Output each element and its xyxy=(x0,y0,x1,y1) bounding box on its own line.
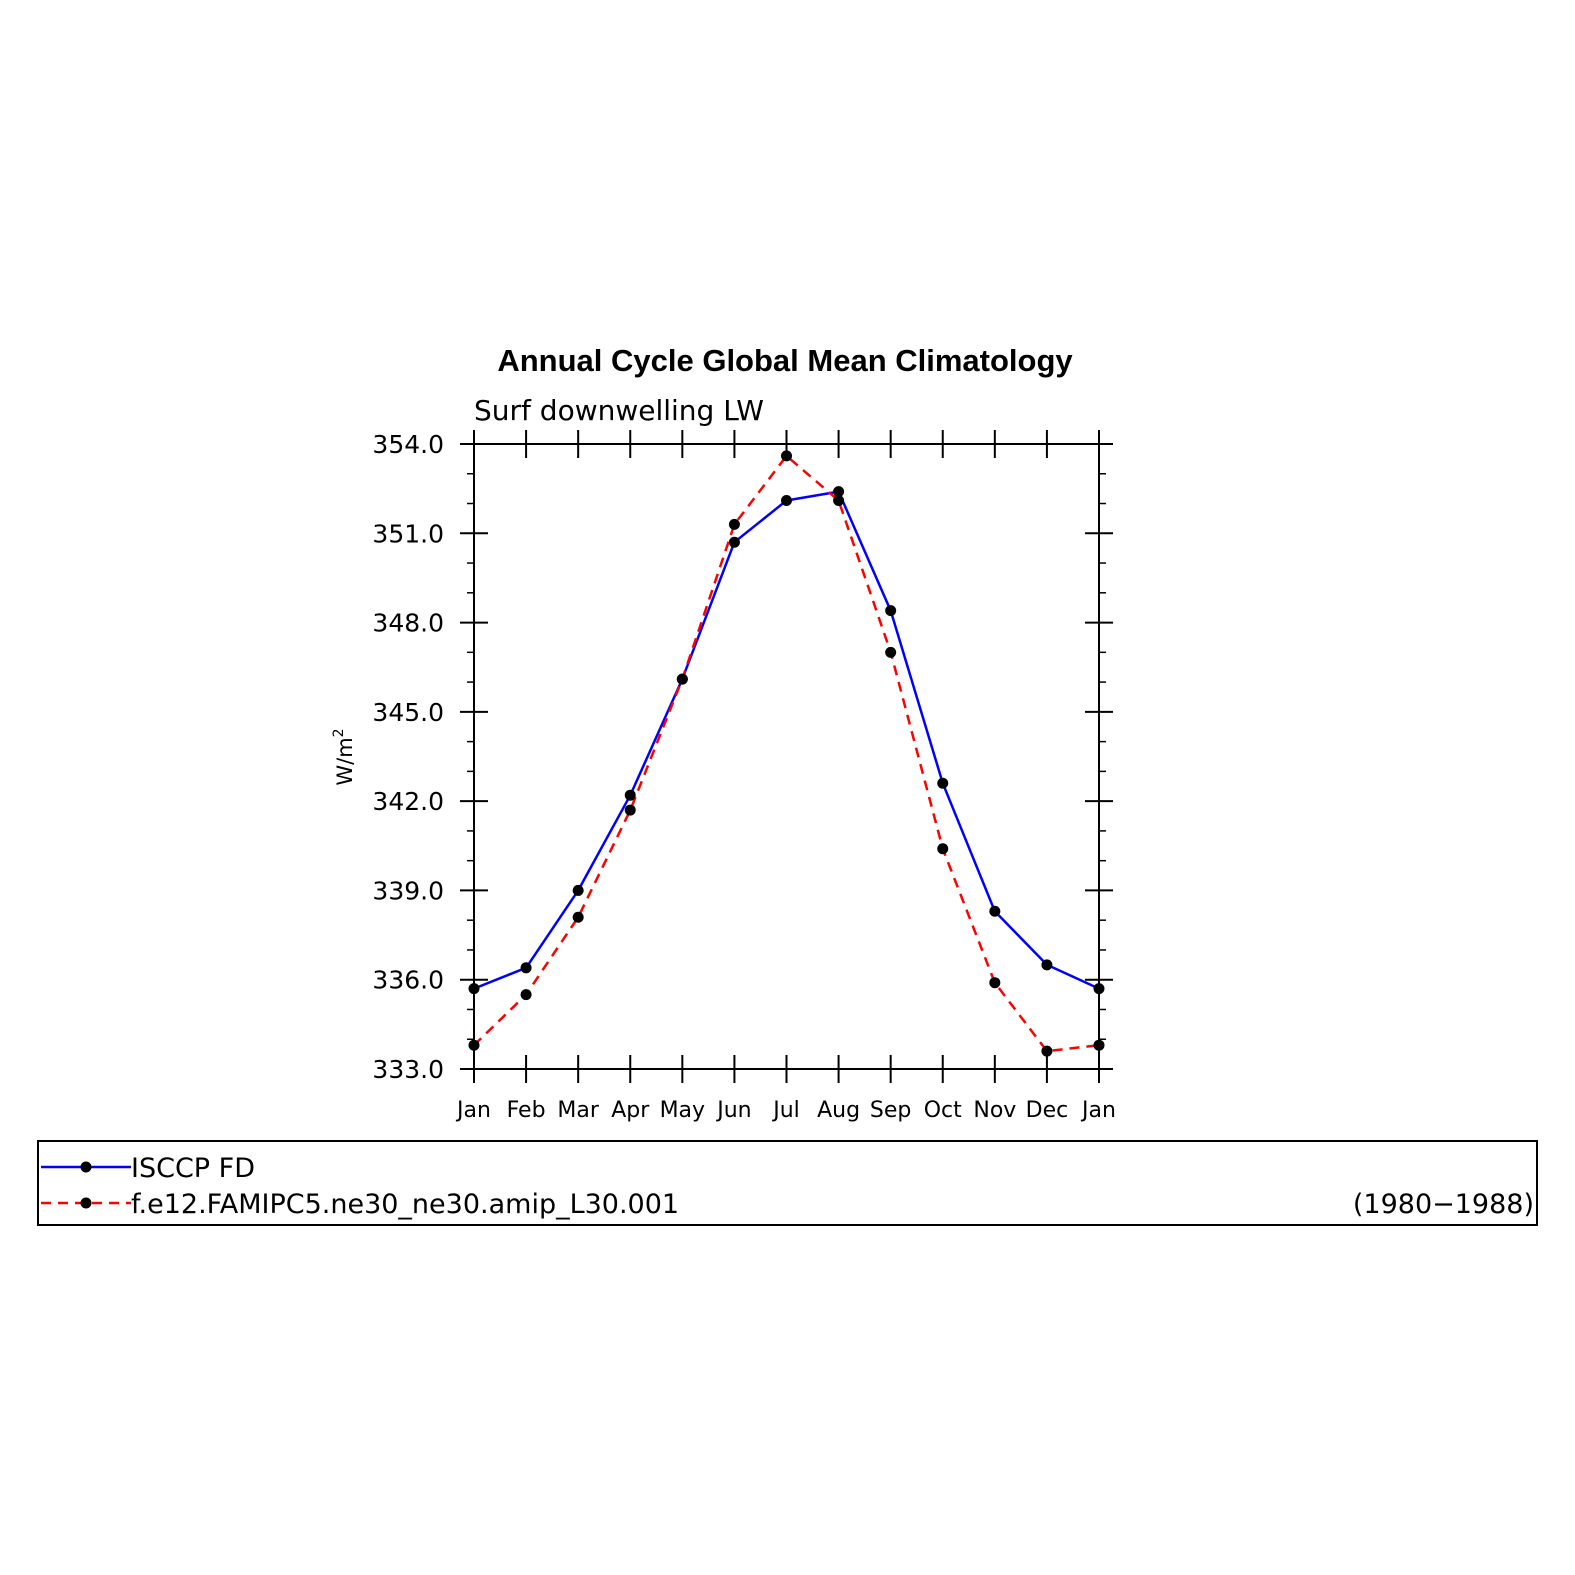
legend: ISCCP FD f.e12.FAMIPC5.ne30_ne30.amip_L3… xyxy=(37,1140,1538,1226)
data-point-series-0 xyxy=(572,884,584,896)
x-tick-label: Apr xyxy=(611,1098,650,1123)
plot-frame xyxy=(473,443,1100,1070)
data-point-series-1 xyxy=(885,646,897,658)
x-tick-label: Dec xyxy=(1026,1098,1069,1123)
data-point-series-1 xyxy=(1041,1045,1053,1057)
data-point-series-1 xyxy=(676,673,688,685)
x-tick-label: Nov xyxy=(973,1098,1016,1123)
x-tick-label: May xyxy=(660,1098,705,1123)
data-point-series-1 xyxy=(572,911,584,923)
data-point-series-1 xyxy=(1093,1039,1105,1051)
x-tick-label: Jun xyxy=(715,1098,751,1123)
data-point-series-1 xyxy=(833,495,845,507)
ticks-layer: 333.0 336.0 339.0 342.0 345.0 348.0 351.0 354.0… xyxy=(372,430,1116,1123)
y-tick-label: 336.0 xyxy=(372,966,444,995)
y-tick-label: 354.0 xyxy=(372,430,444,459)
y-tick-label: 333.0 xyxy=(372,1055,444,1084)
data-point-series-0 xyxy=(885,605,897,617)
legend-marker-model xyxy=(80,1197,92,1209)
x-tick-label: Oct xyxy=(924,1098,962,1123)
x-tick-label: Jan xyxy=(455,1098,491,1123)
legend-box xyxy=(37,1140,1538,1226)
data-point-series-1 xyxy=(989,977,1001,989)
data-point-series-1 xyxy=(468,1039,480,1051)
data-point-series-0 xyxy=(1041,959,1053,971)
data-point-series-1 xyxy=(624,804,636,816)
series-line-1 xyxy=(473,454,1100,1053)
y-tick-label: 348.0 xyxy=(372,609,444,638)
chart-title: Annual Cycle Global Mean Climatology xyxy=(497,343,1073,378)
data-point-series-0 xyxy=(937,777,949,789)
data-point-series-0 xyxy=(781,495,792,507)
data-point-series-1 xyxy=(728,518,740,530)
series-layer xyxy=(468,450,1105,1057)
x-tick-label: Mar xyxy=(557,1098,599,1123)
y-tick-label: 345.0 xyxy=(372,698,444,727)
data-point-series-1 xyxy=(520,989,532,1001)
chart-subtitle: Surf downwelling LW xyxy=(474,394,764,427)
y-tick-label: 342.0 xyxy=(372,787,444,816)
x-tick-label: Aug xyxy=(817,1098,860,1123)
legend-marker-isccp xyxy=(80,1161,92,1173)
x-tick-label: Jan xyxy=(1080,1098,1116,1123)
x-tick-label: Sep xyxy=(870,1098,911,1123)
series-line-0 xyxy=(473,490,1100,990)
data-point-series-1 xyxy=(937,843,949,855)
legend-label-model: f.e12.FAMIPC5.ne30_ne30.amip_L30.001 xyxy=(131,1189,679,1220)
data-point-series-0 xyxy=(624,789,636,801)
plot-area: 333.0 336.0 339.0 342.0 345.0 348.0 351.0 354.0… xyxy=(372,430,1116,1123)
data-point-series-0 xyxy=(1093,983,1105,995)
y-tick-label: 339.0 xyxy=(372,876,444,905)
legend-date-range: (1980−1988) xyxy=(1353,1189,1534,1220)
legend-label-isccp: ISCCP FD xyxy=(131,1153,255,1184)
data-point-series-0 xyxy=(833,486,845,498)
x-tick-label: Jul xyxy=(771,1098,800,1123)
data-point-series-0 xyxy=(468,983,480,995)
data-point-series-0 xyxy=(520,962,532,974)
data-point-series-0 xyxy=(989,905,1001,917)
data-point-series-0 xyxy=(728,536,740,548)
y-tick-label: 351.0 xyxy=(372,519,444,548)
y-axis-label: W/m2 xyxy=(331,728,357,785)
x-tick-label: Feb xyxy=(507,1098,546,1123)
